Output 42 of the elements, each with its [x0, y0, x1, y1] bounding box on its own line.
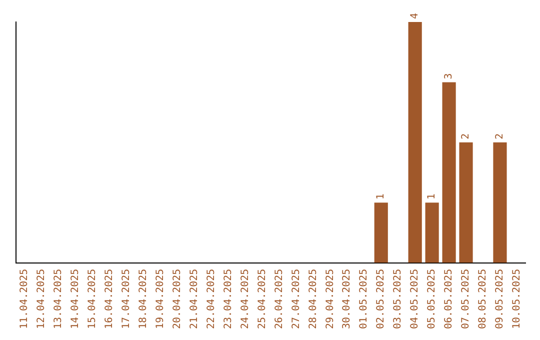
x-tick-label: 18.04.2025 — [138, 268, 149, 330]
x-tick-label: 25.04.2025 — [256, 268, 268, 330]
x-tick-label: 12.04.2025 — [36, 268, 48, 330]
x-tick-label: 15.04.2025 — [87, 268, 98, 330]
data-label: 4 — [410, 12, 421, 19]
bar — [459, 142, 473, 263]
data-label: 1 — [426, 194, 438, 200]
x-tick-label: 23.04.2025 — [222, 268, 234, 330]
x-tick-label: 17.04.2025 — [120, 268, 132, 330]
x-tick-label: 13.04.2025 — [53, 268, 64, 330]
x-tick-label: 10.05.2025 — [512, 268, 523, 330]
x-tick-label: 30.04.2025 — [342, 268, 353, 330]
x-tick-label: 16.04.2025 — [104, 268, 115, 330]
bar — [493, 142, 507, 263]
x-tick-label: 07.05.2025 — [460, 268, 472, 330]
bar — [408, 22, 422, 263]
x-tick-label: 01.05.2025 — [358, 268, 370, 330]
x-tick-label: 20.04.2025 — [172, 268, 183, 330]
x-tick-label: 19.04.2025 — [154, 268, 166, 330]
x-tick-label: 28.04.2025 — [308, 268, 319, 330]
x-tick-label: 29.04.2025 — [324, 268, 336, 330]
x-tick-label: 05.05.2025 — [426, 268, 438, 330]
data-label: 1 — [376, 194, 387, 200]
x-tick-label: 06.05.2025 — [444, 268, 455, 330]
x-tick-label: 03.05.2025 — [392, 268, 404, 330]
x-tick-label: 27.04.2025 — [290, 268, 302, 330]
x-tick-label: 14.04.2025 — [70, 268, 82, 330]
bar — [442, 82, 456, 263]
x-tick-label: 26.04.2025 — [274, 268, 285, 330]
x-tick-label: 09.05.2025 — [494, 268, 506, 330]
data-label: 2 — [460, 133, 472, 140]
x-tick-label: 02.05.2025 — [376, 268, 387, 330]
bar — [425, 202, 439, 263]
x-tick-label: 24.04.2025 — [240, 268, 251, 330]
bar — [374, 202, 388, 263]
data-label: 2 — [494, 133, 506, 140]
x-tick-label: 22.04.2025 — [206, 268, 217, 330]
x-tick-label: 11.04.2025 — [19, 268, 30, 330]
x-tick-label: 04.05.2025 — [410, 268, 421, 330]
data-label: 3 — [444, 73, 455, 80]
x-tick-label: 08.05.2025 — [478, 268, 489, 330]
x-tick-label: 21.04.2025 — [188, 268, 200, 330]
